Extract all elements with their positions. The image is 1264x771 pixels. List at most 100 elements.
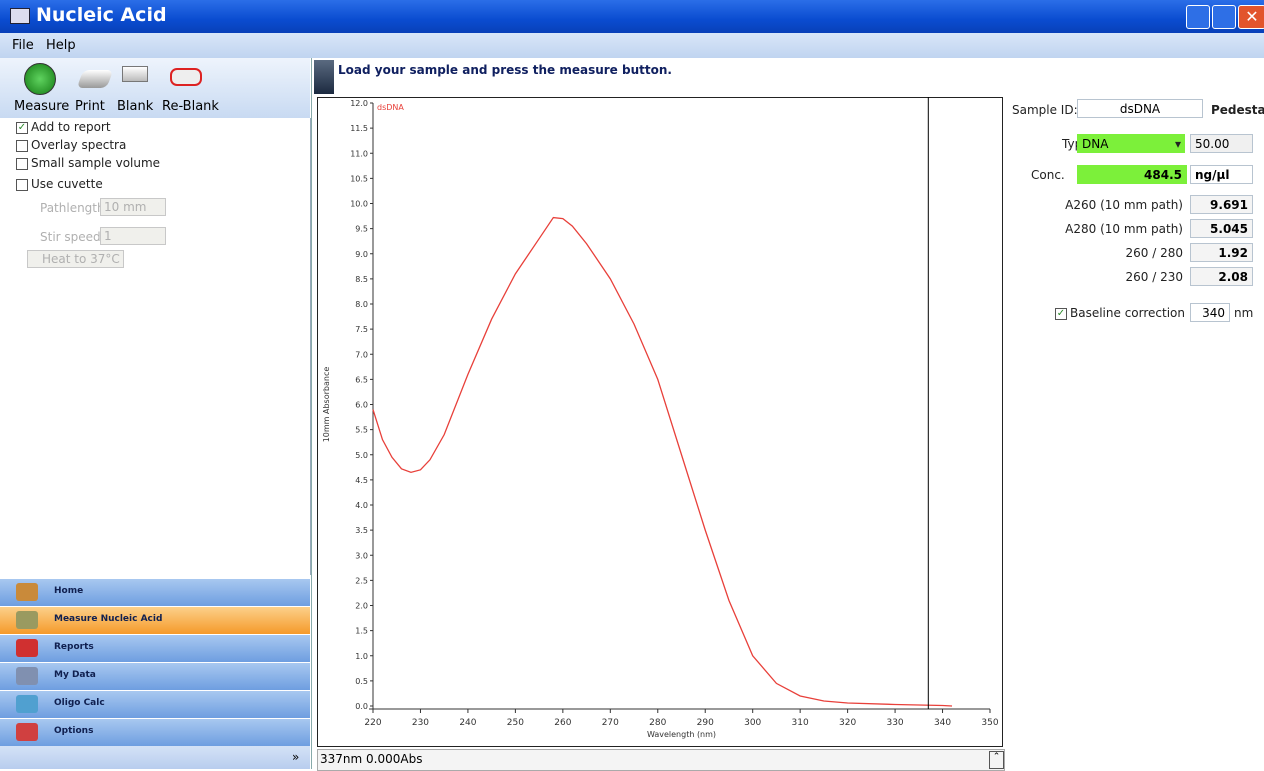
status-text: 337nm 0.000Abs <box>320 752 423 766</box>
sample-id-field[interactable]: dsDNA <box>1077 99 1203 118</box>
checkbox[interactable] <box>16 140 28 152</box>
x-tick-label: 330 <box>886 718 903 728</box>
nav-button[interactable]: Oligo Calc <box>0 690 310 718</box>
y-axis-label: 10mm Absorbance <box>322 367 331 443</box>
options-panel <box>0 118 311 575</box>
measure-icon[interactable] <box>24 63 56 95</box>
nav-icon <box>16 583 38 601</box>
blank-icon[interactable] <box>122 66 148 82</box>
y-tick-label: 8.0 <box>355 300 368 309</box>
nav-button[interactable]: Reports <box>0 634 310 662</box>
option-label[interactable]: Overlay spectra <box>31 138 127 152</box>
checkbox[interactable] <box>16 158 28 170</box>
minimize-button[interactable] <box>1186 5 1210 29</box>
baseline-field[interactable]: 340 <box>1190 303 1230 322</box>
y-tick-label: 7.5 <box>355 325 368 334</box>
y-tick-label: 10.0 <box>350 200 368 209</box>
reblank-icon[interactable] <box>170 68 202 86</box>
option-label[interactable]: Small sample volume <box>31 156 161 170</box>
toolbar-label[interactable]: Re-Blank <box>162 99 219 114</box>
x-tick-label: 230 <box>412 718 429 728</box>
nav-label[interactable]: Home <box>54 586 84 596</box>
conc-field: 484.5 <box>1077 165 1187 184</box>
baseline-checkbox[interactable]: ✓ <box>1055 308 1067 320</box>
y-tick-label: 0.0 <box>355 702 368 711</box>
toolbar-label[interactable]: Measure <box>14 99 70 114</box>
expand-button[interactable]: » <box>292 750 300 764</box>
stir-label: Stir speed: <box>40 230 105 244</box>
checkbox[interactable] <box>16 179 28 191</box>
y-tick-label: 6.0 <box>355 401 368 410</box>
nav-button[interactable]: Options <box>0 718 310 746</box>
menu-bar <box>0 33 1264 58</box>
spectrum-line <box>372 216 953 707</box>
conc-unit-select[interactable]: ng/µl <box>1190 165 1253 184</box>
x-tick-label: 310 <box>792 718 809 728</box>
option-label[interactable]: Add to report <box>31 120 111 134</box>
nav-label[interactable]: Measure Nucleic Acid <box>54 614 163 624</box>
reading-label: 260 / 280 <box>1125 246 1183 260</box>
y-tick-label: 11.5 <box>350 124 368 133</box>
pathlength-label: Pathlength: <box>40 201 109 215</box>
nav-button[interactable]: Measure Nucleic Acid <box>0 606 310 634</box>
nav-footer <box>0 746 310 769</box>
nav-label[interactable]: Reports <box>54 642 94 652</box>
y-tick-label: 9.5 <box>355 225 368 234</box>
x-tick-label: 250 <box>507 718 524 728</box>
nav-icon <box>16 639 38 657</box>
hourglass-icon <box>314 60 334 94</box>
app-icon <box>10 8 30 24</box>
x-tick-label: 350 <box>981 718 998 728</box>
y-tick-label: 0.5 <box>355 677 368 686</box>
x-tick-label: 260 <box>554 718 571 728</box>
menu-item[interactable]: Help <box>46 38 76 53</box>
nav-button[interactable]: My Data <box>0 662 310 690</box>
toolbar-label[interactable]: Print <box>75 99 105 114</box>
mode-label: Pedestal <box>1211 103 1264 117</box>
nav-icon <box>16 667 38 685</box>
factor-field: 50.00 <box>1190 134 1253 153</box>
reading-label: A280 (10 mm path) <box>1065 222 1183 236</box>
checkbox[interactable]: ✓ <box>16 122 28 134</box>
window-title: Nucleic Acid <box>36 4 167 26</box>
title-bar <box>0 0 1264 33</box>
y-tick-label: 7.0 <box>355 350 368 359</box>
close-button[interactable]: ✕ <box>1238 5 1264 29</box>
nav-label[interactable]: Options <box>54 726 94 736</box>
instruction: Load your sample and press the measure b… <box>338 63 672 77</box>
x-axis-label: Wavelength (nm) <box>647 730 716 739</box>
type-select[interactable]: DNA <box>1077 134 1185 153</box>
y-tick-label: 3.5 <box>355 526 368 535</box>
y-tick-label: 8.5 <box>355 275 368 284</box>
y-tick-label: 5.5 <box>355 426 368 435</box>
stir-select: 1 <box>100 227 166 245</box>
type-dropdown[interactable]: ▾ <box>1175 137 1182 151</box>
y-tick-label: 5.0 <box>355 451 368 460</box>
nav-label[interactable]: My Data <box>54 670 96 680</box>
x-tick-label: 290 <box>697 718 714 728</box>
collapse-button[interactable]: ⌃ <box>989 751 1004 769</box>
toolbar-label[interactable]: Blank <box>117 99 154 114</box>
reading-value: 1.92 <box>1190 243 1253 262</box>
spectrum-chart: 0.0 0.5 1.0 1.5 2.0 2.5 3.0 3.5 4.0 4.5 5.0 5.5 6.0 6… <box>317 97 1003 747</box>
restore-button[interactable] <box>1212 5 1236 29</box>
x-tick-label: 240 <box>459 718 476 728</box>
y-tick-label: 4.0 <box>355 501 368 510</box>
x-tick-label: 220 <box>364 718 381 728</box>
legend-entry: dsDNA <box>377 103 404 112</box>
reading-value: 2.08 <box>1190 267 1253 286</box>
chart-frame <box>317 97 1003 747</box>
y-tick-label: 1.5 <box>355 627 368 636</box>
nav-button[interactable]: Home <box>0 578 310 606</box>
nav-icon <box>16 695 38 713</box>
menu-item[interactable]: File <box>12 38 34 53</box>
option-label[interactable]: Use cuvette <box>31 177 103 191</box>
x-tick-label: 270 <box>602 718 619 728</box>
nav-icon <box>16 723 38 741</box>
y-tick-label: 3.0 <box>355 551 368 560</box>
nav-label[interactable]: Oligo Calc <box>54 698 105 708</box>
x-tick-label: 320 <box>839 718 856 728</box>
pathlength-select: 10 mm <box>100 198 166 216</box>
x-tick-label: 340 <box>934 718 951 728</box>
